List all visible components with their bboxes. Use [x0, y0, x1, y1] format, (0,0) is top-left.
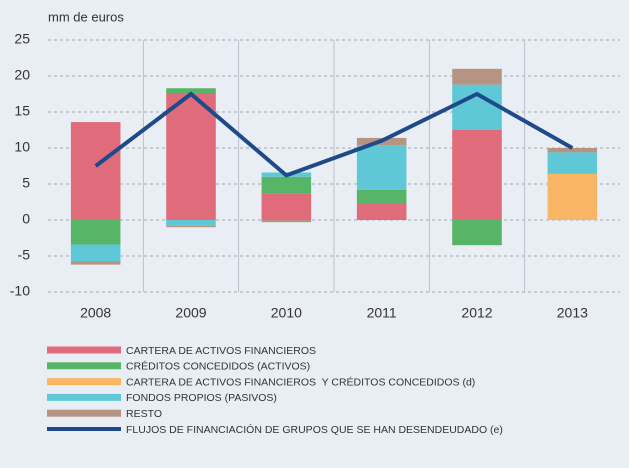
legend-label: CARTERA DE ACTIVOS FINANCIEROS — [126, 345, 316, 357]
y-tick-label: 10 — [14, 139, 30, 155]
x-tick-label: 2013 — [557, 305, 588, 321]
bar-segment — [70, 244, 121, 262]
x-tick-label: 2008 — [80, 305, 111, 321]
x-tick-label: 2010 — [271, 305, 302, 321]
y-tick-label: -5 — [18, 247, 31, 263]
bar-segment — [356, 189, 407, 204]
x-tick-label: 2012 — [461, 305, 492, 321]
bar-segment — [166, 88, 216, 94]
bar-segment — [70, 122, 121, 220]
bar-segment — [70, 261, 121, 265]
bar-segment — [261, 193, 312, 220]
bar-segment — [356, 203, 407, 220]
legend-swatch — [47, 409, 121, 417]
legend-label: FONDOS PROPIOS (PASIVOS) — [126, 392, 277, 404]
legend-swatch — [47, 393, 121, 401]
bar-segment — [261, 220, 312, 223]
y-tick-label: 0 — [22, 211, 30, 227]
bar-segment — [166, 94, 216, 220]
legend-swatch — [47, 346, 121, 354]
bar-segment — [547, 152, 598, 174]
bar-segment — [70, 220, 121, 245]
y-tick-label: -10 — [10, 283, 30, 299]
line-series — [94, 91, 574, 178]
bar-segment — [547, 148, 598, 153]
y-tick-label: 20 — [14, 67, 30, 83]
legend-swatch — [47, 378, 121, 386]
legend-label: CARTERA DE ACTIVOS FINANCIEROS Y CRÉDITO… — [126, 375, 475, 388]
bar-segment — [261, 176, 312, 194]
legend-swatch — [47, 362, 121, 370]
legend-label: CRÉDITOS CONCEDIDOS (ACTIVOS) — [126, 360, 310, 373]
axis-unit-label: mm de euros — [48, 9, 124, 24]
y-tick-label: 15 — [14, 103, 30, 119]
bar-segment — [452, 68, 502, 85]
y-tick-label: 25 — [14, 31, 30, 47]
y-tick-label: 5 — [22, 175, 30, 191]
bar-segment — [452, 220, 502, 246]
bar-segment — [356, 145, 407, 190]
legend-label: FLUJOS DE FINANCIACIÓN DE GRUPOS QUE SE … — [126, 423, 503, 436]
x-tick-label: 2009 — [175, 305, 206, 321]
bar-segment — [452, 84, 502, 130]
bar-segment — [452, 130, 502, 220]
bar-segment — [166, 220, 216, 226]
x-tick-label: 2011 — [367, 305, 397, 321]
legend-label: RESTO — [126, 408, 162, 420]
bar-segment — [166, 225, 216, 228]
bar-segment — [547, 173, 598, 220]
